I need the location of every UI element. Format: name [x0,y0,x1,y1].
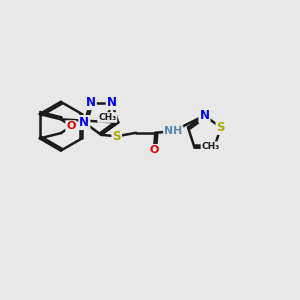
Text: O: O [66,121,76,131]
Text: N: N [79,116,89,129]
Text: S: S [217,121,225,134]
Text: O: O [149,145,158,155]
Text: S: S [112,130,121,143]
Text: NH: NH [164,126,182,136]
Text: CH₃: CH₃ [202,142,220,151]
Text: N: N [200,109,209,122]
Text: CH₃: CH₃ [98,113,116,122]
Text: N: N [107,96,117,109]
Text: N: N [86,96,96,109]
